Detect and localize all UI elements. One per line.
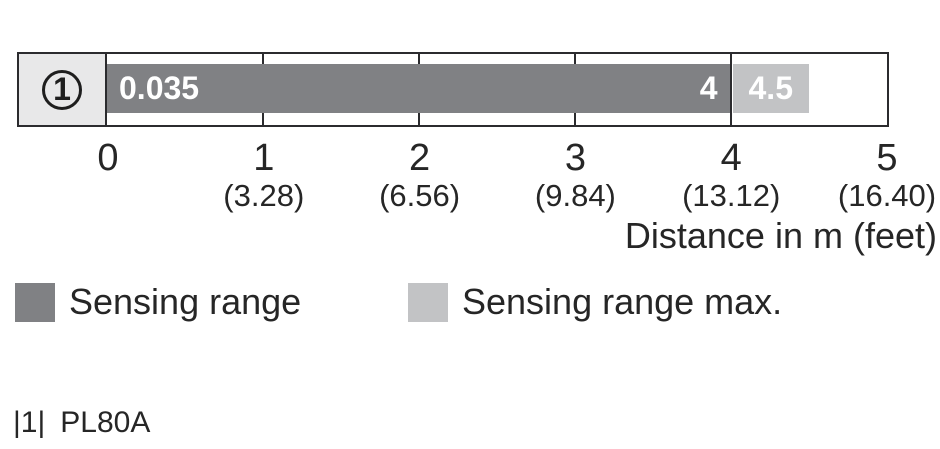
x-tick-5-meters: 5 [876, 137, 898, 179]
x-tick-3: 3 (9.84) [535, 138, 616, 213]
footnote: |1| PL80A [13, 406, 150, 440]
x-tick-2: 2 (6.56) [379, 138, 460, 213]
x-tick-4: 4 (13.12) [682, 138, 780, 213]
x-tick-1-meters: 1 [253, 137, 275, 179]
x-tick-5: 5 (16.40) [838, 138, 936, 213]
legend-label-sensing-range: Sensing range [69, 281, 302, 322]
legend-item-sensing-range-max: Sensing range max. [408, 282, 782, 322]
x-tick-4-feet: (13.12) [682, 178, 781, 213]
sensing-range-max-bar: 4.5 [732, 64, 809, 113]
bar-max-value-label: 4 [699, 70, 718, 106]
legend-swatch-dark [15, 282, 55, 322]
legend-swatch-light [408, 282, 448, 322]
x-tick-5-feet: (16.40) [837, 178, 937, 213]
x-tick-1: 1 (3.28) [223, 138, 304, 213]
row-marker-circled-1: 1 [42, 69, 82, 110]
x-tick-2-meters: 2 [409, 137, 431, 179]
plot-area: 0.035 4 4.5 [107, 54, 887, 125]
x-tick-0: 0 [97, 138, 118, 178]
bar-max-extended-value-label: 4.5 [748, 70, 793, 106]
legend-label-sensing-range-max: Sensing range max. [462, 281, 783, 322]
chart-frame: 1 0.035 4 4.5 [17, 52, 889, 127]
x-tick-2-feet: (6.56) [379, 178, 461, 213]
x-tick-4-meters: 4 [720, 137, 742, 179]
legend-item-sensing-range: Sensing range [15, 282, 301, 322]
x-axis: 0 1 (3.28) 2 (6.56) 3 (9.84) 4 (13.12) 5… [97, 138, 936, 214]
x-tick-0-meters: 0 [97, 137, 119, 179]
row-marker-box: 1 [19, 54, 107, 125]
footnote-ref: |1| [13, 406, 46, 439]
x-tick-3-feet: (9.84) [534, 178, 616, 213]
x-tick-1-feet: (3.28) [223, 178, 305, 213]
sensing-range-bar: 0.035 4 [107, 64, 730, 113]
x-axis-title: Distance in m (feet) [624, 215, 937, 256]
bar-min-value-label: 0.035 [119, 70, 200, 106]
footnote-model: PL80A [60, 406, 151, 439]
x-tick-3-meters: 3 [564, 137, 586, 179]
tick-line-4m [729, 54, 733, 125]
